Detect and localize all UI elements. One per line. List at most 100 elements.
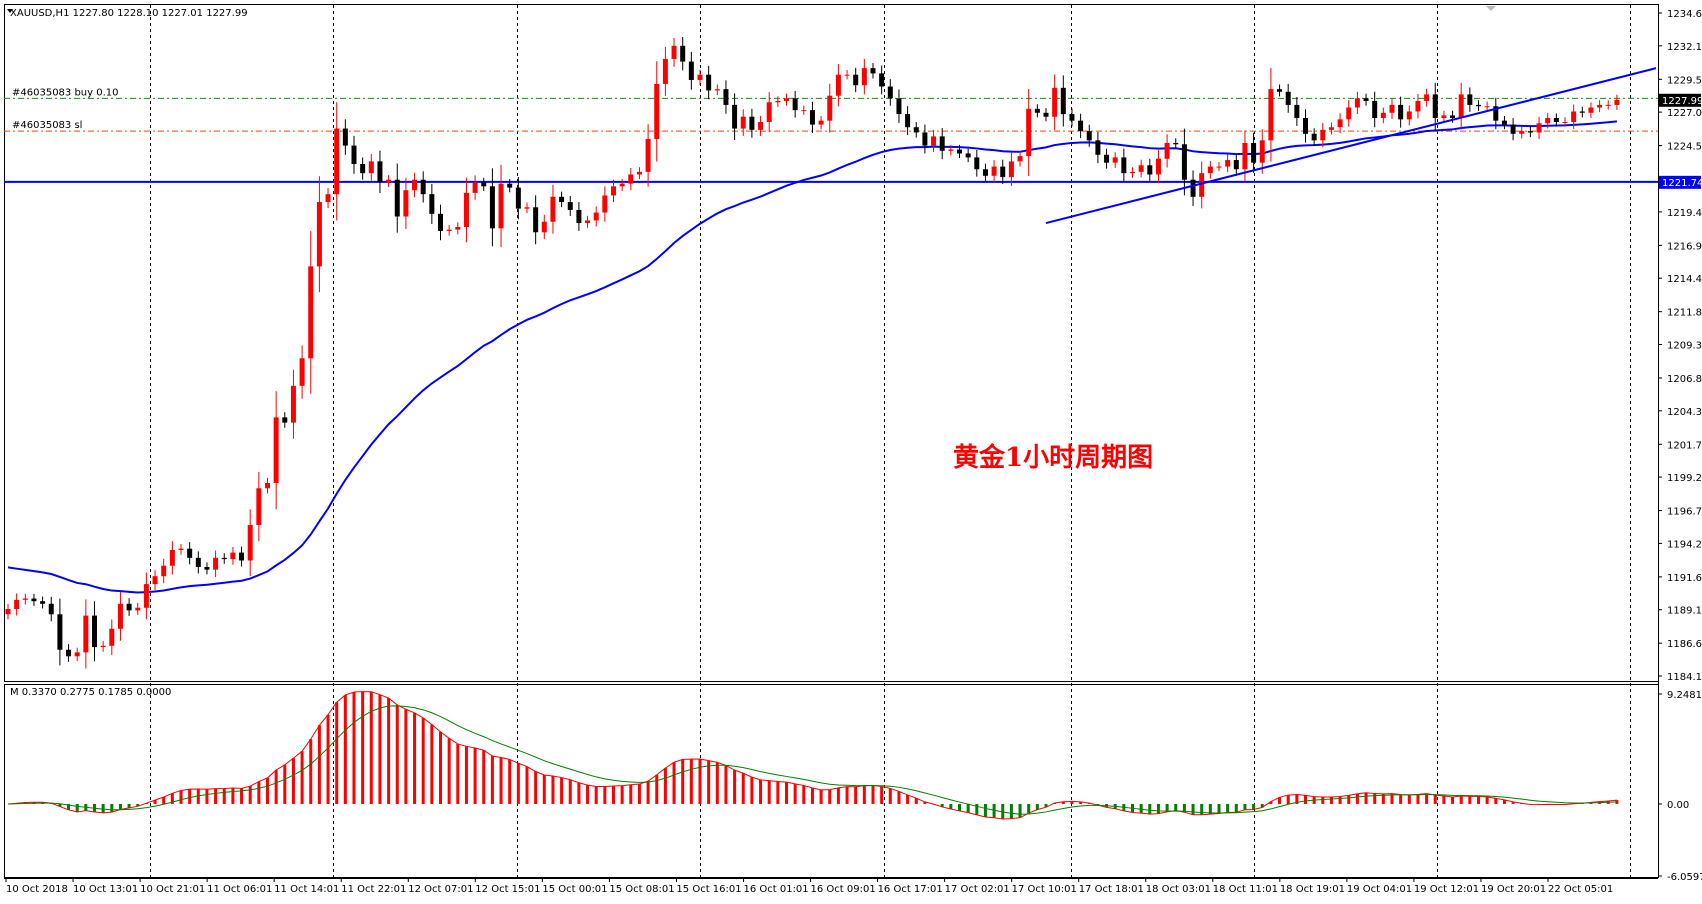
y-tick-label: 1206.80 (1667, 374, 1702, 385)
candle-body (1303, 118, 1308, 134)
y-tick-label: 1191.65 (1667, 573, 1702, 584)
candle-body (593, 212, 599, 221)
trend-line (1045, 67, 1657, 225)
y-tick-label: 1186.60 (1667, 639, 1702, 650)
candle-body (1311, 133, 1317, 141)
candle-body (1173, 142, 1179, 145)
candle-body (1415, 100, 1421, 112)
candle-body (1095, 140, 1101, 155)
candle-body (325, 194, 331, 203)
candle-body (550, 196, 556, 222)
candle-body (1026, 108, 1032, 157)
candle-body (74, 652, 80, 657)
candle-body (1181, 144, 1187, 180)
symbol-header: XAUUSD,H1 1227.80 1228.10 1227.01 1227.9… (10, 8, 248, 19)
candle-body (688, 61, 694, 80)
candle-body (1259, 140, 1265, 163)
candle-body (92, 615, 97, 648)
candle-body (1467, 94, 1473, 105)
candle-body (844, 74, 850, 76)
candle-body (1501, 120, 1507, 125)
candle-body (1043, 112, 1049, 117)
x-tick-label: 15 Oct 16:01 (676, 884, 741, 895)
candle-body (308, 266, 314, 359)
candle-body (169, 549, 175, 566)
candle-body (316, 202, 322, 267)
candle-body (1251, 142, 1257, 163)
candle-body (1164, 142, 1170, 159)
collapse-triangle-icon[interactable] (7, 9, 13, 13)
candle-body (1519, 131, 1525, 134)
candle-body (1398, 104, 1404, 120)
x-tick-label: 11 Oct 14:01 (274, 884, 339, 895)
candle-body (1086, 131, 1092, 141)
x-tick-label: 16 Oct 17:01 (878, 884, 943, 895)
candle-body (1510, 124, 1516, 134)
candle-body (1441, 115, 1447, 119)
candle-body (1536, 123, 1542, 133)
candle-body (1380, 112, 1386, 119)
scroll-marker-icon[interactable] (1486, 6, 1496, 11)
osc-signal-line (7, 705, 1617, 815)
candle-body (463, 192, 469, 227)
candle-body (1155, 158, 1161, 175)
candle-body (732, 104, 738, 129)
candle-body (1216, 166, 1222, 168)
candle-body (109, 628, 115, 646)
chart-annotation: 黄金1小时周期图 (953, 442, 1153, 473)
candle-body (524, 207, 530, 209)
x-tick-label: 17 Oct 18:01 (1079, 884, 1144, 895)
candle-body (143, 584, 149, 608)
x-tick-label: 12 Oct 15:01 (475, 884, 540, 895)
candle-body (931, 136, 937, 146)
candle-body (645, 139, 651, 172)
y-tick-label: 1224.50 (1667, 142, 1702, 153)
candle-body (31, 598, 37, 602)
candle-body (775, 100, 781, 103)
candle-body (1389, 104, 1395, 113)
candle-body (1424, 94, 1430, 101)
candle-body (1017, 156, 1023, 162)
candle-body (265, 483, 270, 489)
candle-body (446, 229, 452, 231)
candle-body (126, 603, 132, 611)
candle-body (1104, 154, 1110, 163)
candle-body (247, 525, 253, 561)
candle-body (905, 114, 911, 128)
candle-body (576, 209, 582, 224)
candle-body (1562, 121, 1568, 123)
candle-body (1614, 99, 1620, 105)
candle-body (1476, 104, 1481, 107)
candle-body (1034, 108, 1040, 113)
x-tick-label: 19 Oct 12:01 (1414, 884, 1479, 895)
candle-body (420, 179, 426, 195)
candle-body (1363, 98, 1369, 101)
y-tick-label: 1184.10 (1667, 672, 1702, 683)
x-tick-label: 18 Oct 03:01 (1146, 884, 1211, 895)
osc-fast-line (7, 691, 1617, 820)
candle-body (299, 358, 305, 386)
candle-body (1000, 166, 1006, 178)
candle-body (853, 74, 859, 86)
candle-body (957, 149, 962, 154)
y-tick-label: 1227.05 (1667, 108, 1702, 119)
candle-body (1432, 94, 1438, 119)
candle-body (455, 226, 461, 230)
candle-body (213, 557, 219, 570)
candle-body (1268, 89, 1274, 141)
candle-body (879, 73, 885, 87)
candle-body (533, 207, 539, 233)
y-tick-label: 1211.85 (1667, 308, 1702, 319)
candle-body (351, 145, 357, 164)
candle-body (1588, 107, 1594, 113)
order-buy-label: #46035083 buy 0.10 (12, 87, 119, 98)
candle-body (1233, 160, 1239, 170)
candle-body (636, 171, 642, 175)
y-tick-label: 1199.25 (1667, 473, 1702, 484)
candle-body (386, 179, 392, 183)
x-tick-label: 15 Oct 08:01 (609, 884, 674, 895)
osc-y-tick-label: 0.00 (1667, 800, 1689, 811)
candle-body (1112, 157, 1118, 163)
candle-body (187, 548, 193, 558)
